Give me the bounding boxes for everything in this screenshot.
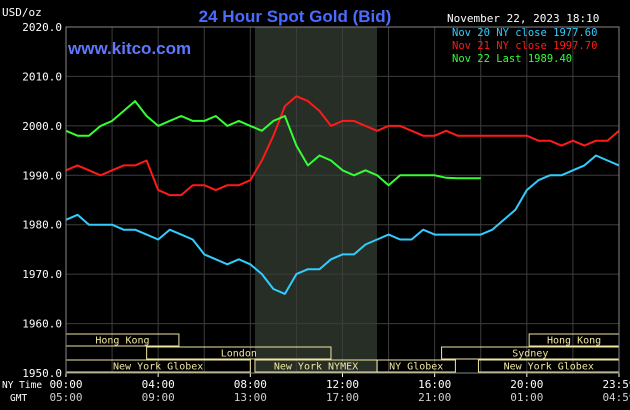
y-tick-label: 1990.0 — [22, 169, 62, 182]
session-label: Hong Kong — [95, 336, 149, 347]
session-label: New York Globex — [504, 362, 594, 373]
x-tick-label-gmt: 05:00 — [49, 391, 82, 404]
x-tick-label-ny: 20:00 — [510, 378, 543, 391]
x-tick-label-ny: 12:00 — [326, 378, 359, 391]
gmt-label: GMT — [10, 393, 27, 404]
y-tick-label: 1970.0 — [22, 268, 62, 281]
x-tick-label-ny: 04:00 — [142, 378, 175, 391]
x-tick-label-ny: 16:00 — [418, 378, 451, 391]
session-box — [146, 346, 332, 360]
series-line-2 — [65, 100, 481, 187]
session-label: Hong Kong — [547, 336, 601, 347]
y-tick-label: 1960.0 — [22, 318, 62, 331]
chart-title: 24 Hour Spot Gold (Bid) — [199, 7, 392, 26]
x-tick-label-ny: 00:00 — [49, 378, 82, 391]
session-label: NY Globex — [389, 362, 443, 373]
session-label: Sydney — [512, 349, 548, 360]
x-tick-label-ny: 23:59 — [602, 378, 630, 391]
legend: Nov 20 NY close 1977.60 Nov 21 NY close … — [452, 27, 597, 65]
nymex-highlight-band — [254, 27, 378, 373]
timestamp: November 22, 2023 18:10 — [447, 12, 599, 25]
watermark: www.kitco.com — [67, 39, 191, 58]
trading-sessions: Hong Kong Hong Kong London Sydney New York G… — [65, 333, 620, 373]
x-tick-label-gmt: 01:00 — [510, 391, 543, 404]
x-tick-label-ny: 08:00 — [234, 378, 267, 391]
y-tick-label: 2000.0 — [22, 120, 62, 133]
plot-frame — [65, 26, 620, 374]
series-line-0 — [65, 154, 620, 295]
y-tick-label: 1950.0 — [22, 367, 62, 380]
price-series — [65, 95, 620, 295]
units-label: USD/oz — [2, 6, 42, 19]
session-label: New York Globex — [113, 362, 203, 373]
plot-area — [65, 26, 620, 374]
x-tick-label-gmt: 17:00 — [326, 391, 359, 404]
x-tick-label-gmt: 09:00 — [142, 391, 175, 404]
x-tick-label-gmt: 04:59 — [602, 391, 630, 404]
session-label: London — [221, 349, 257, 360]
y-tick-label: 2020.0 — [22, 21, 62, 34]
legend-item-nov21: Nov 21 NY close 1997.70 — [452, 40, 597, 52]
x-tick-label-gmt: 13:00 — [234, 391, 267, 404]
y-tick-label: 2010.0 — [22, 70, 62, 83]
y-tick-label: 1980.0 — [22, 219, 62, 232]
series-line-1 — [65, 95, 620, 197]
legend-item-nov22: Nov 22 Last 1989.40 — [452, 53, 572, 65]
axes: 2020.0 2010.0 2000.0 1990.0 1980.0 1970.0 1960… — [22, 21, 630, 404]
ny-time-label: NY Time — [2, 380, 42, 391]
session-label: New York NYMEX — [274, 362, 358, 373]
legend-item-nov20: Nov 20 NY close 1977.60 — [452, 27, 597, 39]
session-box — [376, 359, 456, 373]
x-tick-label-gmt: 21:00 — [418, 391, 451, 404]
